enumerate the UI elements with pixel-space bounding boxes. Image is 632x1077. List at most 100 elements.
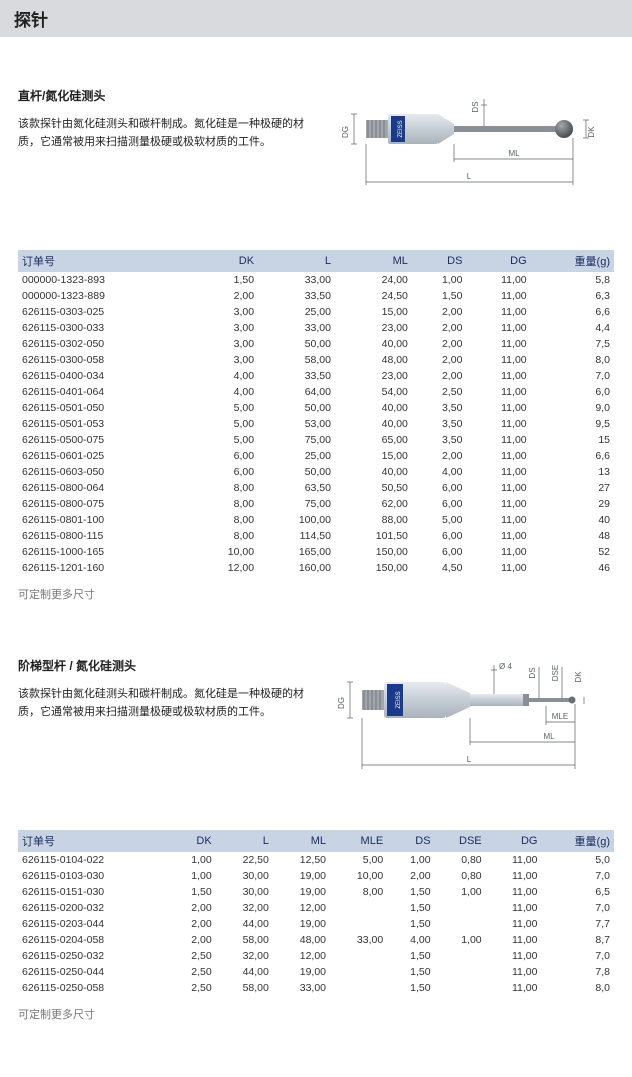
- table-cell: 11,00: [466, 400, 530, 416]
- table-row: 626115-0104-0221,0022,5012,505,001,000,8…: [18, 852, 614, 868]
- table-cell: 6,3: [531, 288, 614, 304]
- table-cell: 11,00: [466, 528, 530, 544]
- table-row: 626115-0601-0256,0025,0015,002,0011,006,…: [18, 448, 614, 464]
- table-cell: 3,00: [192, 304, 258, 320]
- table-cell: 5,00: [192, 416, 258, 432]
- table-row: 626115-0250-0322,5032,0012,001,5011,007,…: [18, 948, 614, 964]
- table-row: 626115-0501-0535,0053,0040,003,5011,009,…: [18, 416, 614, 432]
- svg-text:DG: DG: [341, 126, 350, 138]
- table-cell: 63,50: [258, 480, 335, 496]
- section1-diagram: ZEISS: [324, 87, 614, 210]
- table-header: 订单号: [18, 830, 168, 852]
- table-cell: 6,00: [412, 496, 467, 512]
- table-cell: 626115-0302-050: [18, 336, 192, 352]
- table-cell: 6,00: [192, 448, 258, 464]
- table-cell: 6,6: [531, 448, 614, 464]
- table-row: 626115-0203-0442,0044,0019,001,5011,007,…: [18, 916, 614, 932]
- section1-table: 订单号DKLMLDSDG重量(g) 000000-1323-8931,5033,…: [18, 250, 614, 576]
- table-cell: 6,0: [531, 384, 614, 400]
- table-row: 626115-1201-16012,00160,00150,004,5011,0…: [18, 560, 614, 576]
- table-cell: 8,00: [192, 480, 258, 496]
- section1-title: 直杆/氮化硅测头: [18, 87, 306, 104]
- table-cell: 75,00: [258, 432, 335, 448]
- table-cell: 8,00: [192, 512, 258, 528]
- table-header: DS: [412, 250, 467, 272]
- table-cell: 11,00: [486, 964, 542, 980]
- table-cell: 33,50: [258, 368, 335, 384]
- table-cell: 3,50: [412, 400, 467, 416]
- table-cell: 7,8: [541, 964, 614, 980]
- table-cell: 1,00: [387, 852, 434, 868]
- table-cell: 7,5: [531, 336, 614, 352]
- table-cell: 2,50: [168, 964, 215, 980]
- table-cell: 626115-0800-075: [18, 496, 192, 512]
- table-cell: 2,00: [412, 336, 467, 352]
- table-row: 626115-0800-1158,00114,50101,506,0011,00…: [18, 528, 614, 544]
- table-cell: 626115-1201-160: [18, 560, 192, 576]
- table-cell: 19,00: [273, 868, 330, 884]
- table-cell: 3,50: [412, 416, 467, 432]
- table-cell: 5,0: [541, 852, 614, 868]
- table-cell: 8,00: [192, 528, 258, 544]
- table-header: ML: [335, 250, 412, 272]
- table-cell: 19,00: [273, 964, 330, 980]
- table-cell: 11,00: [466, 384, 530, 400]
- table-cell: 8,0: [531, 352, 614, 368]
- table-cell: 11,00: [486, 932, 542, 948]
- table-cell: 3,00: [192, 320, 258, 336]
- table-cell: 7,7: [541, 916, 614, 932]
- table-cell: 626115-0800-064: [18, 480, 192, 496]
- table-row: 626115-0400-0344,0033,5023,002,0011,007,…: [18, 368, 614, 384]
- table-cell: 22,50: [216, 852, 273, 868]
- table-row: 626115-0300-0333,0033,0023,002,0011,004,…: [18, 320, 614, 336]
- table-cell: 11,00: [466, 432, 530, 448]
- table-row: 000000-1323-8931,5033,0024,001,0011,005,…: [18, 272, 614, 288]
- table-cell: 7,0: [541, 868, 614, 884]
- table-row: 626115-0302-0503,0050,0040,002,0011,007,…: [18, 336, 614, 352]
- table-cell: 6,00: [412, 528, 467, 544]
- table-cell: 160,00: [258, 560, 335, 576]
- table-cell: 2,00: [412, 448, 467, 464]
- table-header: DSE: [435, 830, 486, 852]
- table-header: MLE: [330, 830, 387, 852]
- table-cell: 4,00: [192, 368, 258, 384]
- table-cell: [435, 900, 486, 916]
- table-cell: 4,4: [531, 320, 614, 336]
- table-cell: 50,00: [258, 336, 335, 352]
- table-cell: 9,0: [531, 400, 614, 416]
- table-row: 626115-0500-0755,0075,0065,003,5011,0015: [18, 432, 614, 448]
- table-cell: 13: [531, 464, 614, 480]
- table-cell: 11,00: [486, 916, 542, 932]
- table-cell: 12,00: [192, 560, 258, 576]
- table-cell: 46: [531, 560, 614, 576]
- table-cell: 8,0: [541, 980, 614, 996]
- table-cell: 40,00: [335, 336, 412, 352]
- table-cell: 626115-0601-025: [18, 448, 192, 464]
- table-cell: 1,50: [387, 916, 434, 932]
- logo-text: ZEISS: [398, 120, 404, 137]
- table-cell: 4,50: [412, 560, 467, 576]
- table-cell: 50,00: [258, 400, 335, 416]
- table-header: DK: [168, 830, 215, 852]
- table-cell: 2,50: [168, 948, 215, 964]
- table-header: L: [258, 250, 335, 272]
- svg-text:ML: ML: [543, 732, 555, 741]
- table-cell: 626115-0151-030: [18, 884, 168, 900]
- table-cell: 1,50: [387, 900, 434, 916]
- table-cell: 626115-0501-050: [18, 400, 192, 416]
- table-cell: 2,00: [412, 368, 467, 384]
- table-row: 626115-0151-0301,5030,0019,008,001,501,0…: [18, 884, 614, 900]
- table-cell: 1,50: [168, 884, 215, 900]
- svg-text:DS: DS: [471, 101, 480, 112]
- table-cell: 33,00: [258, 320, 335, 336]
- table-cell: 2,00: [168, 932, 215, 948]
- probe-stem-thick-icon: [470, 694, 525, 706]
- table-cell: 626115-0401-064: [18, 384, 192, 400]
- table-cell: 2,00: [168, 900, 215, 916]
- table-cell: 2,00: [168, 916, 215, 932]
- table-cell: 0,80: [435, 868, 486, 884]
- table-cell: 114,50: [258, 528, 335, 544]
- table-cell: 626115-0400-034: [18, 368, 192, 384]
- table-cell: 9,5: [531, 416, 614, 432]
- table-cell: 626115-0501-053: [18, 416, 192, 432]
